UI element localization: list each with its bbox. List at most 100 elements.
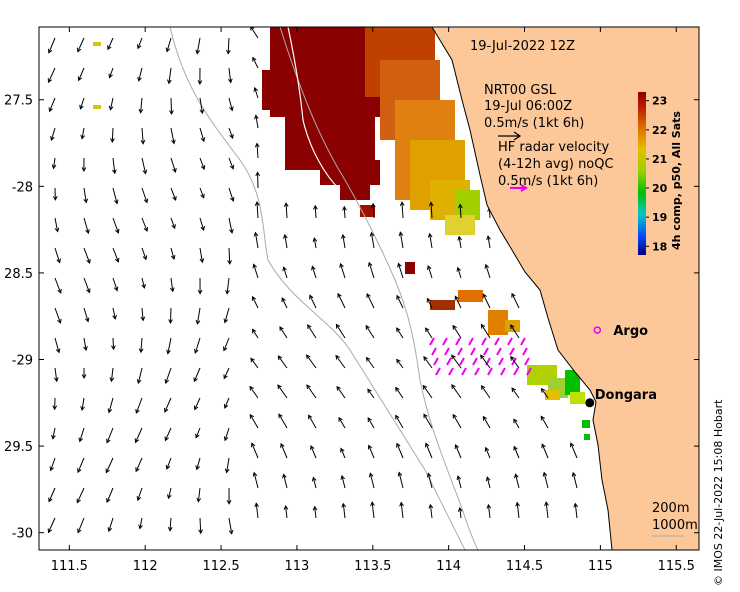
current-arrow-head [397, 471, 403, 477]
colorbar [638, 92, 646, 255]
current-arrow-head [278, 413, 283, 419]
current-arrow-head [50, 136, 55, 142]
current-arrow-head [109, 377, 115, 383]
current-arrow-head [79, 104, 84, 110]
current-arrow-head [514, 473, 519, 479]
current-arrow-head [339, 262, 344, 268]
current-arrow [112, 277, 118, 291]
depth-contour-white [287, 27, 341, 191]
current-arrow [256, 143, 259, 159]
current-arrow [199, 217, 205, 231]
current-arrow-head [456, 475, 462, 481]
current-arrow-head [306, 354, 311, 360]
current-arrow-head [164, 436, 169, 442]
current-arrow-head [135, 467, 140, 473]
current-arrow [137, 487, 143, 501]
current-arrow [112, 307, 116, 319]
current-arrow-head [395, 386, 400, 392]
current-arrow-head [452, 324, 457, 330]
current-arrow [77, 457, 85, 473]
current-arrow [224, 307, 230, 323]
current-arrow-head [167, 526, 173, 532]
current-arrow [228, 517, 233, 534]
lon-tick-label: 111.5 [51, 559, 88, 574]
current-arrow-head [199, 109, 205, 115]
current-arrow-head [107, 45, 112, 51]
current-arrow-head [172, 167, 177, 173]
current-arrow-head [164, 378, 170, 385]
current-arrow [54, 337, 60, 353]
lon-tick-label: 114.5 [506, 559, 543, 574]
imos-credit: © IMOS 22-Jul-2022 15:08 Hobart [712, 399, 725, 586]
current-arrow-head [143, 198, 149, 204]
model-label-line1: NRT00 GSL [484, 83, 557, 98]
current-arrow-head [311, 476, 317, 482]
current-arrow-head [107, 408, 113, 414]
current-arrow-head [134, 438, 140, 444]
lat-tick-label: -30 [12, 527, 33, 542]
current-arrow-head [426, 297, 431, 303]
current-arrow-head [227, 78, 233, 84]
current-arrow [54, 367, 58, 382]
current-arrow-head [143, 226, 149, 232]
current-arrow-head [313, 204, 318, 210]
current-arrow-head [311, 265, 316, 271]
current-arrow-head [451, 354, 456, 360]
current-arrow-head [142, 169, 148, 175]
current-arrow [112, 217, 119, 234]
current-arrow-head [369, 231, 375, 237]
current-arrow-head [200, 165, 206, 171]
current-arrow [284, 234, 288, 249]
lon-tick-label: 112.5 [202, 559, 239, 574]
current-arrow [48, 487, 56, 502]
current-arrow-head [81, 167, 87, 172]
current-arrow [482, 294, 491, 309]
current-arrow-head [136, 496, 142, 502]
current-arrow-head [282, 266, 287, 272]
current-arrow-head [513, 445, 518, 451]
current-arrow [366, 293, 375, 309]
current-arrow [169, 517, 172, 531]
current-arrow-head [484, 263, 490, 269]
current-arrow [365, 325, 375, 339]
current-arrow [283, 474, 288, 489]
current-arrow-head [341, 502, 347, 508]
current-arrow-head [544, 501, 549, 507]
current-arrow-head [484, 446, 490, 452]
current-arrow [252, 296, 259, 309]
current-arrow-head [341, 233, 346, 239]
current-arrow [343, 206, 346, 219]
radar-vector [483, 347, 489, 356]
current-arrow [398, 472, 404, 489]
current-arrow [541, 443, 549, 459]
radar-vector [472, 357, 478, 366]
plot-frame [38, 26, 700, 551]
current-arrow-head [252, 471, 258, 477]
current-arrow-head [336, 385, 341, 391]
current-arrow [340, 448, 346, 459]
current-arrow-head [306, 384, 311, 390]
current-arrow-head [57, 318, 62, 324]
radar-label-line1: HF radar velocity [498, 140, 610, 155]
current-arrow [249, 386, 259, 399]
current-arrow [570, 443, 578, 459]
current-arrow [199, 247, 203, 263]
current-arrow [427, 265, 433, 279]
current-arrow-head [480, 354, 485, 360]
current-arrow [164, 397, 172, 413]
current-arrow-head [165, 47, 171, 53]
sst-cell [570, 392, 585, 404]
current-arrow [396, 327, 404, 339]
current-arrow-head [510, 355, 515, 361]
radar-vector [444, 347, 450, 356]
radar-vector [448, 367, 454, 376]
current-arrow-head [225, 289, 230, 295]
current-arrow [226, 457, 230, 473]
current-arrow [254, 232, 259, 249]
current-arrow-head [48, 107, 53, 113]
lon-tick-label: 115 [588, 559, 613, 574]
current-arrow [485, 447, 491, 459]
model-current-arrows [47, 27, 579, 535]
colorbar-tick-label: 18 [652, 240, 667, 253]
model-scale-arrow [498, 131, 522, 141]
